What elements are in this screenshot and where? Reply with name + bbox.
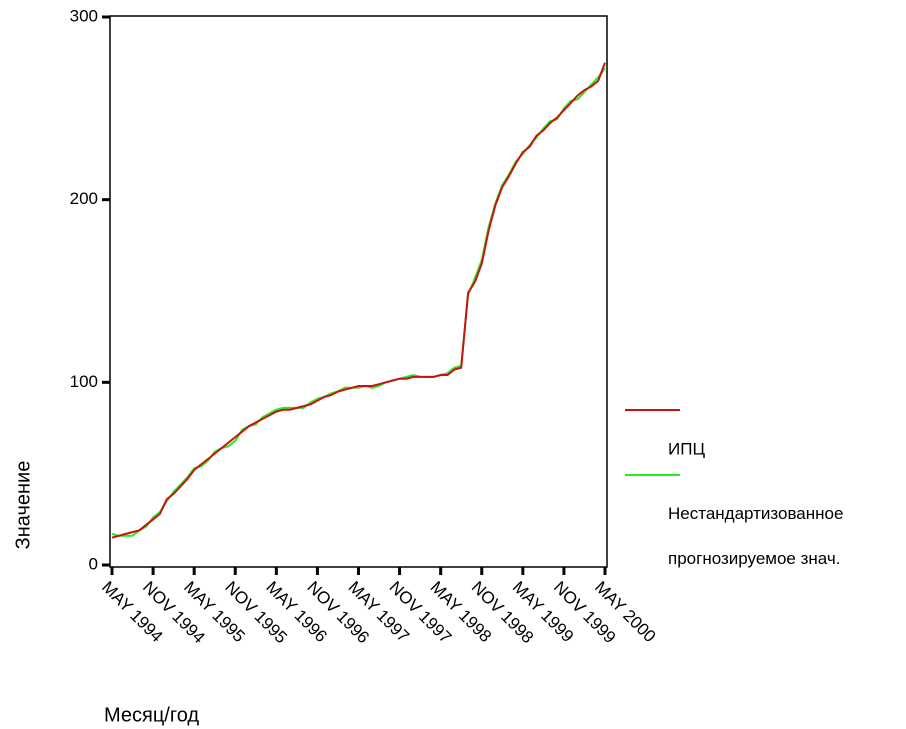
y-axis-label: Значение	[12, 461, 34, 550]
y-tick-label: 100	[70, 372, 98, 391]
x-axis-label: Месяц/год	[104, 704, 199, 726]
series-line	[111, 67, 606, 537]
legend-label: Нестандартизованное прогнозируемое знач.	[668, 504, 843, 568]
y-tick-label: 300	[70, 6, 98, 25]
y-tick-label: 0	[89, 554, 98, 573]
plot-frame	[109, 15, 608, 568]
y-tick-label: 200	[70, 189, 98, 208]
legend-label: ИПЦ	[668, 439, 705, 458]
series-line	[111, 62, 606, 539]
